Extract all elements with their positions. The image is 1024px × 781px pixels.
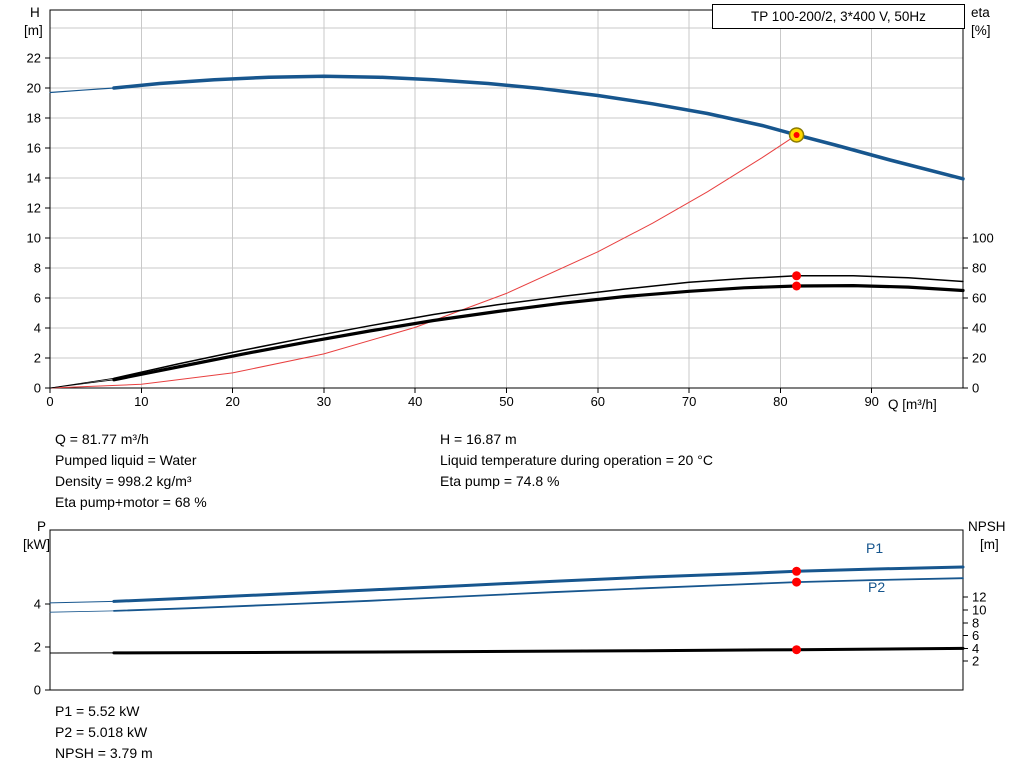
y-left-tick-label: 6 <box>34 291 41 306</box>
x-tick-label: 80 <box>773 394 787 409</box>
head-curve-lead <box>49 87 115 94</box>
plot-border <box>49 529 964 691</box>
x-tick-label: 50 <box>499 394 513 409</box>
axis-eta-label: eta <box>971 5 990 20</box>
p2-duty-dot <box>792 577 802 587</box>
x-tick-label: 30 <box>317 394 331 409</box>
y-right-tick-label: 10 <box>972 603 986 618</box>
eta-pump-text: Eta pump = 74.8 % <box>440 473 560 489</box>
y-left-tick-label: 4 <box>34 596 41 611</box>
y-left-tick-label: 16 <box>27 141 41 156</box>
p1-curve-lead <box>49 600 115 604</box>
curve-label-p1: P1 <box>866 540 883 556</box>
y-left-tick-label: 0 <box>34 683 41 698</box>
axis-npsh-label: NPSH <box>968 519 1006 534</box>
y-right-tick-label: 40 <box>972 321 986 336</box>
eta-pump-curve <box>113 275 964 380</box>
y-right-tick-label: 100 <box>972 231 994 246</box>
axis-q-label: Q [m³/h] <box>888 397 937 412</box>
y-left-tick-label: 14 <box>27 171 41 186</box>
y-left-tick-label: 4 <box>34 321 41 336</box>
p2-value-text: P2 = 5.018 kW <box>55 724 148 740</box>
eta-pump-duty-dot <box>792 271 802 281</box>
y-left-tick-label: 22 <box>27 51 41 66</box>
density-text: Density = 998.2 kg/m³ <box>55 473 192 489</box>
y-left-tick-label: 20 <box>27 81 41 96</box>
y-right-tick-label: 0 <box>972 381 979 396</box>
y-right-tick-label: 80 <box>972 261 986 276</box>
axis-eta-unit-label: [%] <box>971 23 991 38</box>
y-left-tick-label: 12 <box>27 201 41 216</box>
eta-pump-motor-duty-dot <box>792 281 802 291</box>
x-tick-label: 20 <box>225 394 239 409</box>
y-left-tick-label: 8 <box>34 261 41 276</box>
pump-title-box: TP 100-200/2, 3*400 V, 50Hz <box>712 4 965 29</box>
y-left-tick-label: 10 <box>27 231 41 246</box>
p1-curve <box>112 565 965 603</box>
eta-pump-motor-curve <box>112 284 965 382</box>
head-curve <box>112 74 965 181</box>
y-right-tick-label: 8 <box>972 615 979 630</box>
duty-flow-text: Q = 81.77 m³/h <box>55 431 149 447</box>
x-tick-label: 90 <box>864 394 878 409</box>
x-tick-label: 60 <box>591 394 605 409</box>
curve-label-p2: P2 <box>868 579 885 595</box>
p1-duty-dot <box>792 566 802 576</box>
y-right-tick-label: 6 <box>972 628 979 643</box>
axis-npsh-unit-label: [m] <box>980 537 999 552</box>
axis-h-label: H <box>30 5 40 20</box>
x-tick-label: 40 <box>408 394 422 409</box>
p2-curve <box>113 577 964 612</box>
npsh-value-text: NPSH = 3.79 m <box>55 745 153 761</box>
duty-point-center <box>793 131 800 138</box>
axis-p-unit-label: [kW] <box>23 537 50 552</box>
x-tick-label: 70 <box>682 394 696 409</box>
y-right-tick-label: 20 <box>972 351 986 366</box>
p1-value-text: P1 = 5.52 kW <box>55 703 140 719</box>
p2-curve-lead <box>49 610 115 613</box>
y-left-tick-label: 0 <box>34 381 41 396</box>
y-left-tick-label: 2 <box>34 351 41 366</box>
y-right-tick-label: 12 <box>972 590 986 605</box>
y-left-tick-label: 2 <box>34 639 41 654</box>
eta-pump-motor-text: Eta pump+motor = 68 % <box>55 494 207 510</box>
liquid-temperature-text: Liquid temperature during operation = 20… <box>440 452 713 468</box>
pump-title: TP 100-200/2, 3*400 V, 50Hz <box>751 9 926 24</box>
npsh-curve <box>112 646 965 655</box>
y-right-tick-label: 60 <box>972 291 986 306</box>
system-curve <box>49 134 798 389</box>
y-right-tick-label: 2 <box>972 654 979 669</box>
duty-head-text: H = 16.87 m <box>440 431 517 447</box>
eta-pump-motor-curve-lead <box>49 379 115 389</box>
pumped-liquid-text: Pumped liquid = Water <box>55 452 197 468</box>
x-tick-label: 10 <box>134 394 148 409</box>
npsh-duty-dot <box>792 645 802 655</box>
y-left-tick-label: 18 <box>27 111 41 126</box>
axis-h-unit-label: [m] <box>24 23 43 38</box>
y-right-tick-label: 4 <box>972 641 979 656</box>
axis-p-label: P <box>37 519 47 534</box>
x-tick-label: 0 <box>46 394 53 409</box>
